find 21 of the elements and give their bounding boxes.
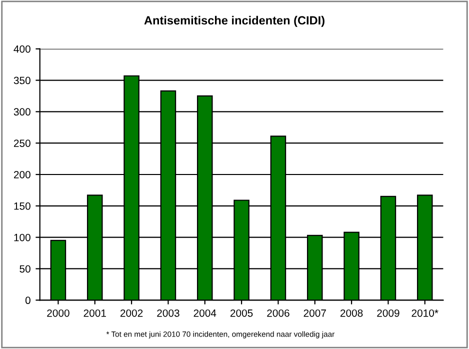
x-tick-label: 2002 — [120, 309, 143, 317]
chart-title: Antisemitische incidenten (CIDI) — [144, 16, 324, 27]
x-tick-label: 2004 — [194, 309, 216, 317]
x-tick-label: 2008 — [340, 309, 363, 317]
y-tick-label: 400 — [14, 45, 30, 53]
y-tick-label: 150 — [14, 202, 30, 210]
y-tick-label: 250 — [14, 140, 30, 147]
y-tick-label: 0 — [25, 296, 30, 304]
y-tick-label: 100 — [14, 234, 30, 242]
x-tick-label: 2005 — [230, 309, 253, 317]
x-tick-label: 2010* — [412, 309, 438, 317]
x-tick-label: 2006 — [267, 309, 290, 317]
y-tick-label: 300 — [14, 108, 30, 116]
x-tick-label: 2009 — [377, 309, 400, 317]
x-tick-label: 2003 — [157, 309, 180, 317]
x-tick-label: 2000 — [47, 309, 70, 317]
y-tick-label: 200 — [14, 171, 30, 178]
x-tick-label: 2007 — [304, 309, 326, 317]
y-tick-label: 350 — [14, 76, 30, 84]
x-tick-label: 2001 — [84, 309, 106, 317]
y-tick-label: 50 — [20, 265, 30, 273]
